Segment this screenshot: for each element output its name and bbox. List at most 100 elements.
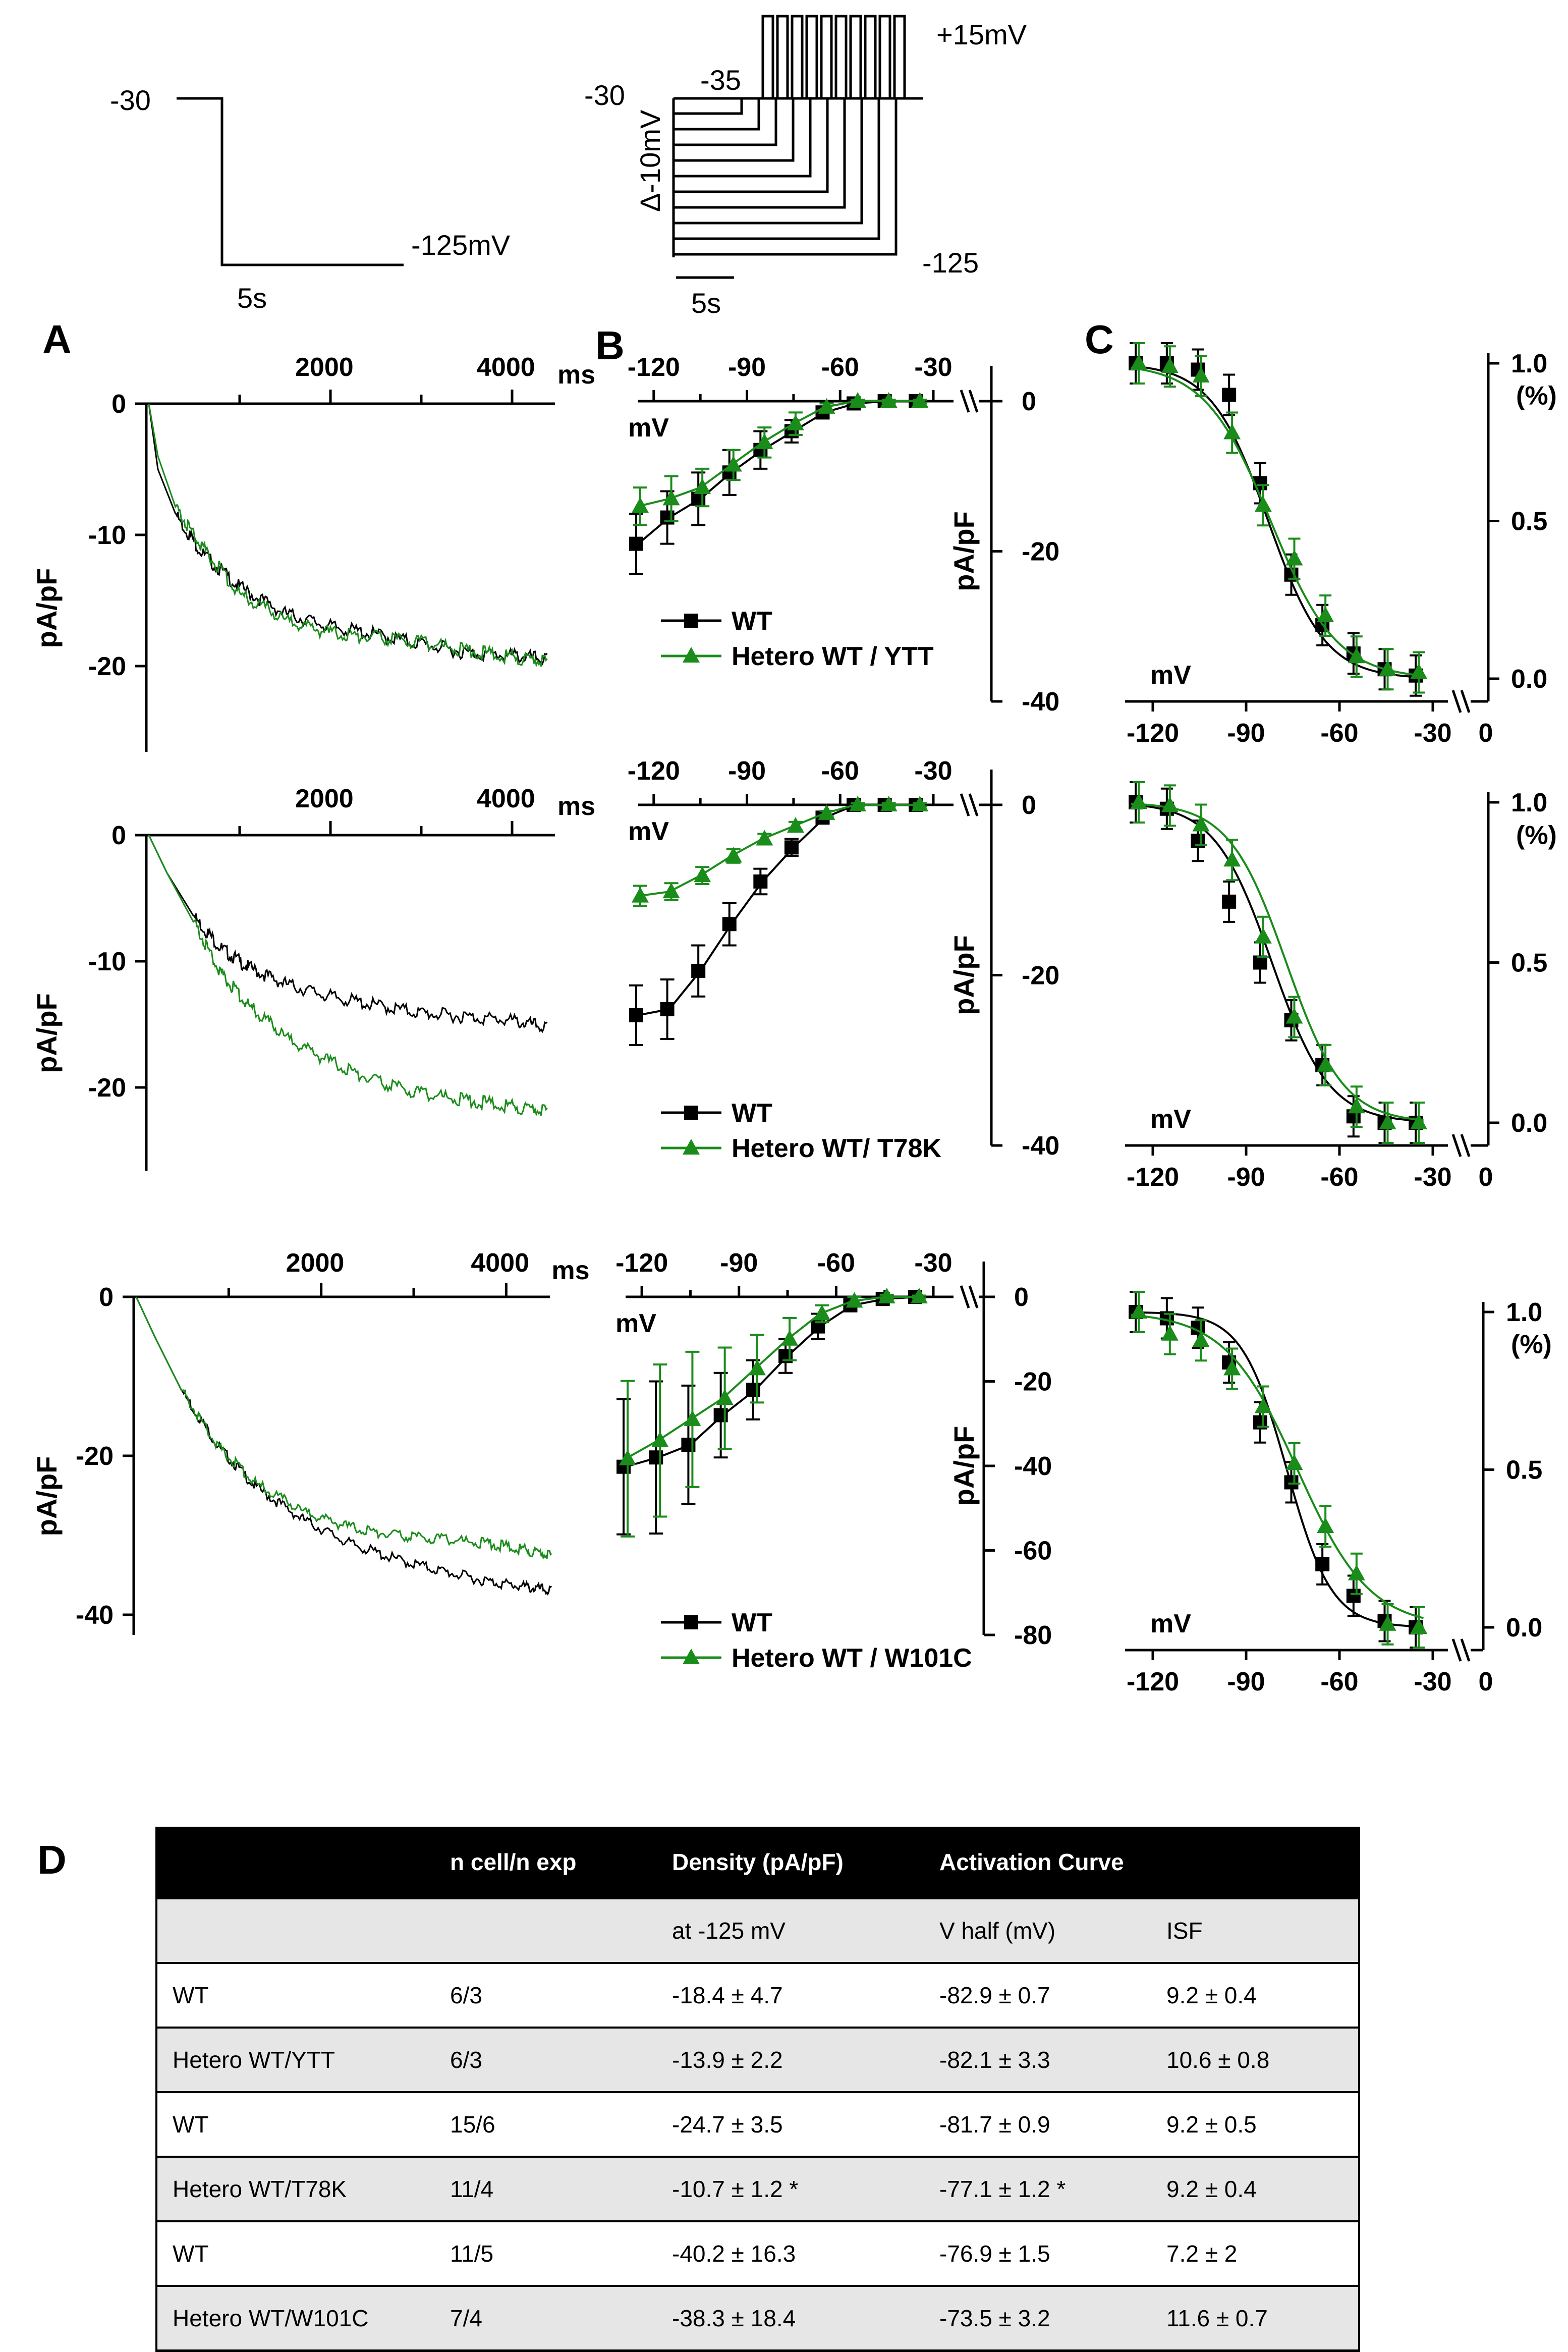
data-point-triangle bbox=[632, 497, 649, 513]
series-line-hetero bbox=[638, 804, 918, 897]
trace-hetero bbox=[148, 835, 548, 1117]
data-point-triangle bbox=[910, 1288, 928, 1303]
fit-curve-hetero bbox=[1131, 366, 1424, 677]
table-cell: -73.5 ± 3.2 bbox=[924, 2285, 1151, 2351]
panel-label-d: D bbox=[37, 1837, 67, 1882]
data-point-square bbox=[691, 964, 706, 978]
axis-break bbox=[1460, 1134, 1471, 1157]
table-subheader-cell: ISF bbox=[1151, 1897, 1359, 1963]
table-subheader-row: at -125 mV V half (mV) ISF bbox=[156, 1897, 1359, 1963]
y-axis-title: pA/pF bbox=[948, 1426, 980, 1506]
y-tick-label: -20 bbox=[1014, 1368, 1052, 1397]
data-point-triangle bbox=[684, 1410, 701, 1426]
data-point-square bbox=[784, 840, 799, 855]
y-tick-label: 0.5 bbox=[1511, 949, 1547, 978]
axis-break bbox=[1460, 690, 1471, 713]
fit-curve-wt bbox=[1131, 365, 1424, 679]
axis-break bbox=[968, 793, 979, 816]
table-cell: 11/5 bbox=[435, 2220, 657, 2286]
data-point-triangle bbox=[651, 1431, 669, 1447]
y-tick-label: -40 bbox=[1022, 1131, 1059, 1161]
protocol-pulse bbox=[805, 15, 818, 100]
table-cell: -40.2 ± 16.3 bbox=[657, 2220, 924, 2286]
data-point-triangle bbox=[849, 796, 867, 811]
data-point-square bbox=[753, 874, 768, 889]
y-axis-title: pA/pF bbox=[948, 935, 980, 1015]
chart-a-row1: 2000 4000 ms 0 -10 -20 pA/pF bbox=[31, 353, 595, 752]
table-header-row: n cell/n exp Density (pA/pF) Activation … bbox=[156, 1827, 1359, 1898]
x-tick-label: -30 bbox=[1414, 1163, 1451, 1192]
data-point-triangle bbox=[787, 414, 804, 430]
x-axis-unit: ms bbox=[557, 792, 595, 821]
x-axis-unit: ms bbox=[551, 1256, 589, 1285]
protocol-left: -30 -125mV 5s bbox=[110, 84, 511, 314]
y-tick-label: 0.5 bbox=[1511, 507, 1547, 536]
data-point-square bbox=[1222, 894, 1237, 909]
table-cell: Hetero WT/YTT bbox=[156, 2027, 435, 2092]
table-row: Hetero WT/YTT 6/3 -13.9 ± 2.2 -82.1 ± 3.… bbox=[156, 2027, 1359, 2092]
y-tick-label: 1.0 bbox=[1511, 788, 1547, 817]
table-cell: -24.7 ± 3.5 bbox=[657, 2091, 924, 2157]
protocol-step-line bbox=[674, 98, 743, 115]
table-subheader-cell: at -125 mV bbox=[657, 1897, 924, 1963]
chart-b-row1: -120 -90 -60 -30 mV 0 -20 -40 pA/pF WT Hetero WT /… bbox=[628, 353, 1059, 717]
protocol-step-line bbox=[674, 98, 812, 178]
protocol-pulse bbox=[893, 15, 906, 100]
data-point-triangle bbox=[1379, 1114, 1396, 1129]
x-tick-label: -30 bbox=[914, 1248, 952, 1278]
data-point-triangle bbox=[1254, 1397, 1272, 1413]
x-tick-label: -60 bbox=[821, 353, 859, 382]
axis-break bbox=[1451, 690, 1462, 713]
data-point-triangle bbox=[1161, 357, 1179, 373]
table-cell: 9.2 ± 0.4 bbox=[1151, 2156, 1359, 2221]
trace-wt bbox=[148, 835, 548, 1033]
table-cell: 15/6 bbox=[435, 2091, 657, 2157]
data-point-triangle bbox=[1285, 1008, 1303, 1024]
chart-b-row2: -120 -90 -60 -30 mV 0 -20 -40 pA/pF WT Hetero WT/ … bbox=[628, 756, 1059, 1163]
table-row: WT 6/3 -18.4 ± 4.7 -82.9 ± 0.7 9.2 ± 0.4 bbox=[156, 1962, 1359, 2028]
data-point-square bbox=[660, 1002, 675, 1016]
protocol-step-line bbox=[674, 98, 898, 256]
table-cell: WT bbox=[156, 2220, 435, 2286]
data-point-triangle bbox=[1410, 1618, 1428, 1634]
data-point-triangle bbox=[694, 866, 711, 883]
series-line-wt bbox=[638, 804, 918, 1016]
legend-marker bbox=[683, 1649, 700, 1664]
protocol-right-start-label: -30 bbox=[584, 79, 625, 111]
fit-curve-wt bbox=[1131, 803, 1424, 1122]
axis-break bbox=[960, 390, 970, 413]
data-point-triangle bbox=[1379, 1615, 1396, 1631]
y-axis-title: pA/pF bbox=[948, 511, 980, 591]
table-cell: -38.3 ± 18.4 bbox=[657, 2285, 924, 2351]
table-row: WT 15/6 -24.7 ± 3.5 -81.7 ± 0.9 9.2 ± 0.… bbox=[156, 2091, 1359, 2157]
data-point-triangle bbox=[1348, 647, 1365, 664]
y-tick-label: -20 bbox=[88, 1073, 126, 1103]
protocol-step-line bbox=[674, 98, 777, 146]
legend-label: WT bbox=[732, 1099, 772, 1128]
table-cell: -82.9 ± 0.7 bbox=[924, 1962, 1151, 2028]
panel-label-a: A bbox=[42, 317, 72, 362]
data-point-triangle bbox=[1223, 1359, 1241, 1376]
x-tick-label: 4000 bbox=[477, 784, 535, 813]
data-point-triangle bbox=[849, 392, 867, 408]
x-tick-label: -120 bbox=[615, 1248, 668, 1278]
data-point-triangle bbox=[1410, 1114, 1428, 1129]
summary-table: n cell/n exp Density (pA/pF) Activation … bbox=[155, 1827, 1360, 2352]
legend-marker bbox=[683, 647, 700, 663]
legend-label: Hetero WT / W101C bbox=[732, 1644, 972, 1673]
x-axis-unit: mV bbox=[615, 1309, 656, 1338]
table-header-cell: n cell/n exp bbox=[435, 1827, 657, 1898]
data-point-square bbox=[1315, 1557, 1330, 1571]
table-header-cell bbox=[1151, 1827, 1359, 1898]
x-tick-label: -60 bbox=[1320, 1163, 1358, 1192]
legend-marker bbox=[684, 1106, 698, 1120]
table-subheader-cell bbox=[435, 1897, 657, 1963]
legend-marker bbox=[683, 1139, 700, 1155]
data-point-triangle bbox=[1379, 660, 1396, 676]
protocol-pulse bbox=[849, 15, 862, 100]
protocol-left-time-label: 5s bbox=[237, 282, 267, 314]
y-tick-label: 0.0 bbox=[1506, 1613, 1542, 1643]
data-point-triangle bbox=[1161, 796, 1179, 812]
y-tick-label: -40 bbox=[1014, 1452, 1052, 1481]
protocol-right-top-label: +15mV bbox=[936, 19, 1027, 50]
